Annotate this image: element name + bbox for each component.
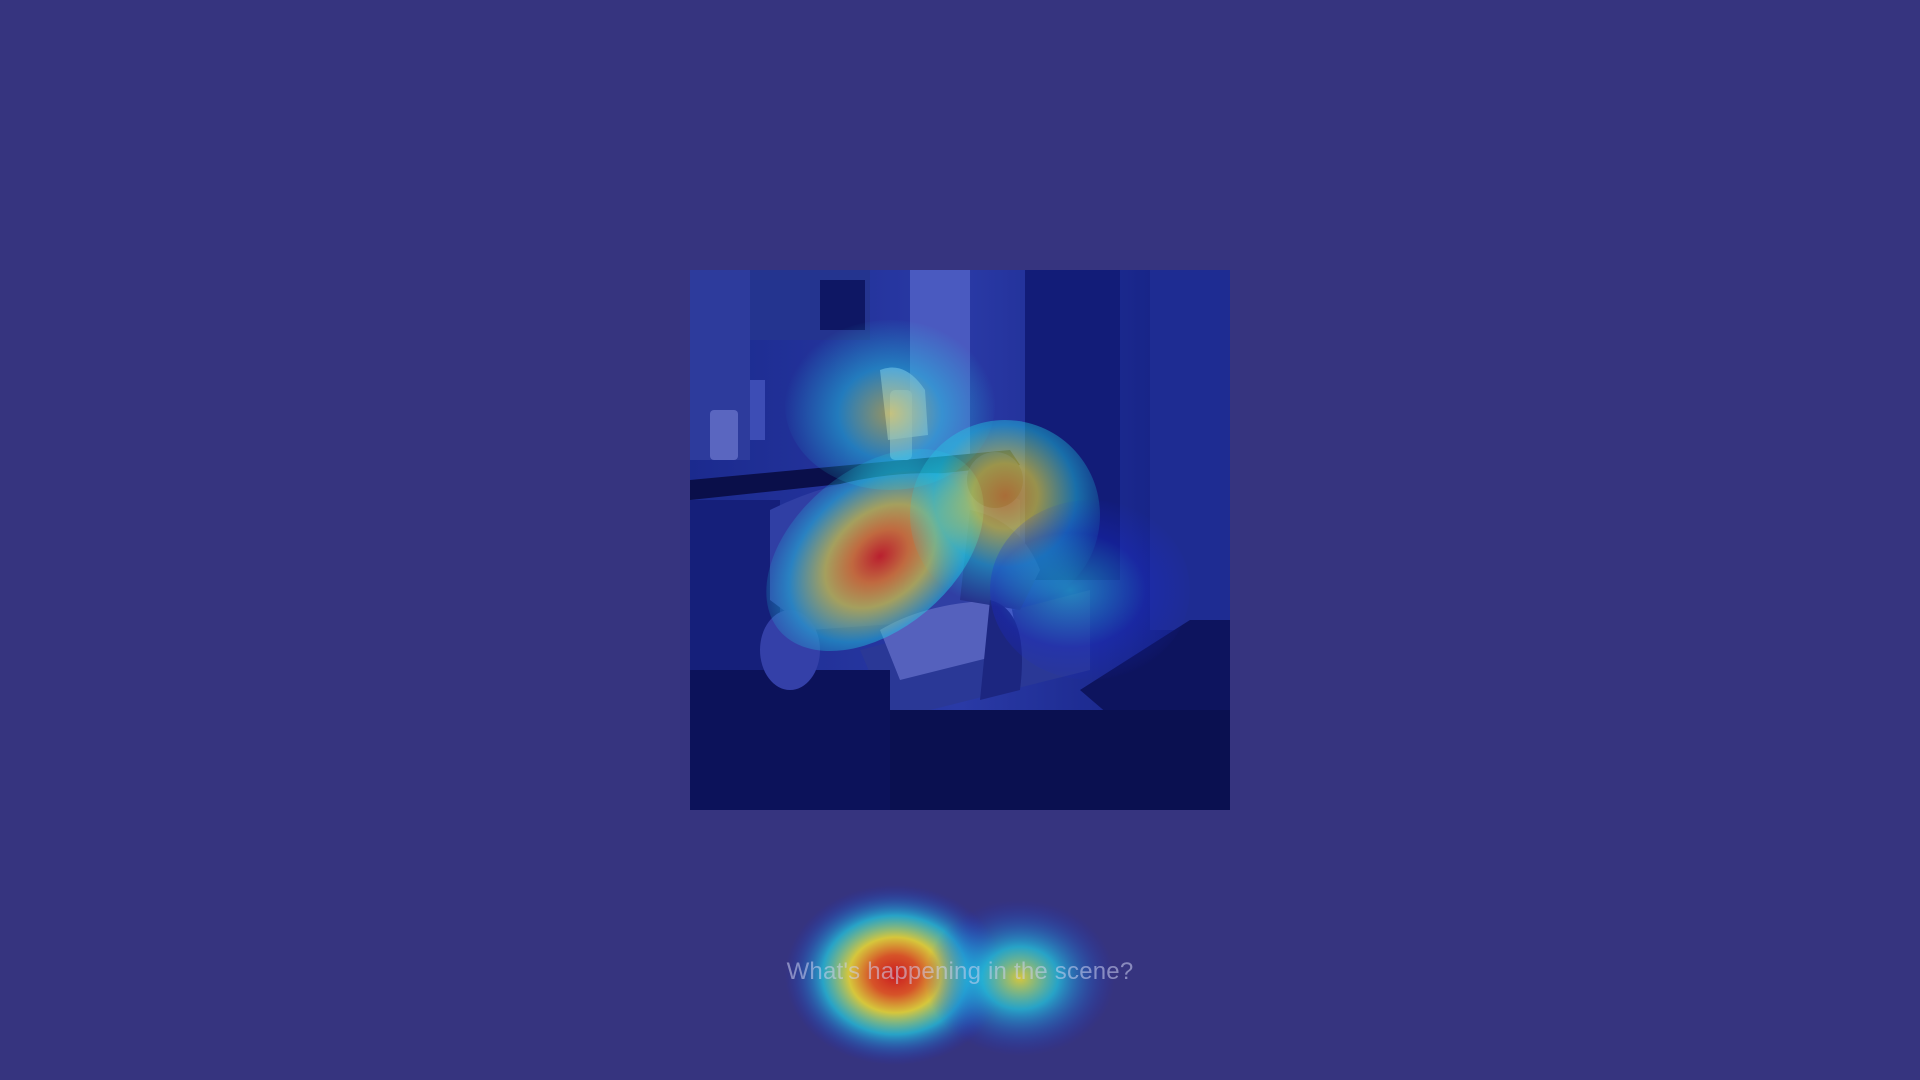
question-text: What's happening in the scene? <box>786 958 1134 985</box>
scene-image <box>690 270 1230 810</box>
living-room-photo-icon <box>690 270 1230 810</box>
